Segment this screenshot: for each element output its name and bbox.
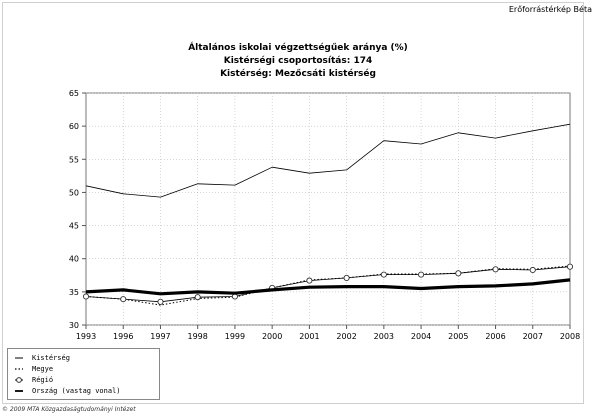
x-tick-label: 2005 xyxy=(448,332,468,341)
legend-item: Kistérség xyxy=(13,352,155,363)
legend-symbol-2 xyxy=(15,367,23,370)
x-tick-label: 2004 xyxy=(411,332,431,341)
series-point-3 xyxy=(194,294,201,301)
legend-label: Régió xyxy=(32,375,54,384)
series-line-4 xyxy=(85,278,571,296)
plot-area xyxy=(85,92,571,326)
series-point-3 xyxy=(380,271,387,278)
y-tick-label: 55 xyxy=(69,155,79,164)
series-point-3 xyxy=(418,271,425,278)
chart-title: Általános iskolai végzettségűek aránya (… xyxy=(188,43,408,53)
y-tick-label: 50 xyxy=(69,188,79,197)
brand-label: Erőforrástérkép Béta xyxy=(508,5,592,14)
copyright-text: © 2009 MTA Közgazdaságtudományi Intézet xyxy=(2,406,136,413)
legend-symbol-4 xyxy=(15,389,23,392)
x-tick-label: 2000 xyxy=(262,332,282,341)
series-point-3 xyxy=(82,293,90,300)
legend-item: Régió xyxy=(13,374,155,385)
series-point-3 xyxy=(306,277,313,284)
x-tick-label: 1999 xyxy=(225,332,245,341)
x-tick-label: 2006 xyxy=(485,332,505,341)
legend-label: Kistérség xyxy=(32,353,70,362)
series-line-1 xyxy=(85,123,571,198)
y-tick-label: 65 xyxy=(69,89,79,98)
legend-label: Megye xyxy=(32,364,54,373)
x-tick-label: 2002 xyxy=(336,332,356,341)
series-point-3 xyxy=(492,266,499,273)
chart-subtitle-region: Kistérség: Mezőcsáti kistérség xyxy=(220,69,376,79)
chart-subtitle-group: Kistérségi csoportosítás: 174 xyxy=(223,56,373,66)
y-tick-label: 60 xyxy=(69,122,79,131)
legend-symbol-1 xyxy=(15,357,23,358)
y-tick-label: 30 xyxy=(69,321,79,330)
legend-item: Ország (vastag vonal) xyxy=(13,385,155,396)
x-tick-label: 2001 xyxy=(299,332,319,341)
x-tick-label: 2003 xyxy=(374,332,394,341)
x-tick-label: 2008 xyxy=(560,332,580,341)
legend-symbol-3 xyxy=(15,376,23,383)
y-tick-label: 45 xyxy=(69,222,79,231)
x-tick-label: 1997 xyxy=(150,332,170,341)
x-tick-label: 1998 xyxy=(188,332,208,341)
series-line-3 xyxy=(85,266,571,303)
series-point-3 xyxy=(529,266,536,274)
series-point-3 xyxy=(157,298,164,305)
series-point-3 xyxy=(120,296,127,303)
chart-titles: Általános iskolai végzettségűek aránya (… xyxy=(0,42,596,81)
series-point-3 xyxy=(343,274,350,281)
series-point-3 xyxy=(566,263,574,270)
y-tick-label: 35 xyxy=(69,288,79,297)
x-tick-label: 1996 xyxy=(113,332,133,341)
legend-item: Megye xyxy=(13,363,155,374)
x-tick-label: 1993 xyxy=(76,332,96,341)
legend-marker xyxy=(16,376,22,383)
legend-label: Ország (vastag vonal) xyxy=(32,386,121,395)
x-tick-label: 2007 xyxy=(523,332,543,341)
chart-legend: Kistérség Megye Régió Ország (vastag vonal) xyxy=(7,348,160,400)
y-tick-label: 40 xyxy=(69,255,79,264)
series-point-3 xyxy=(455,270,462,277)
